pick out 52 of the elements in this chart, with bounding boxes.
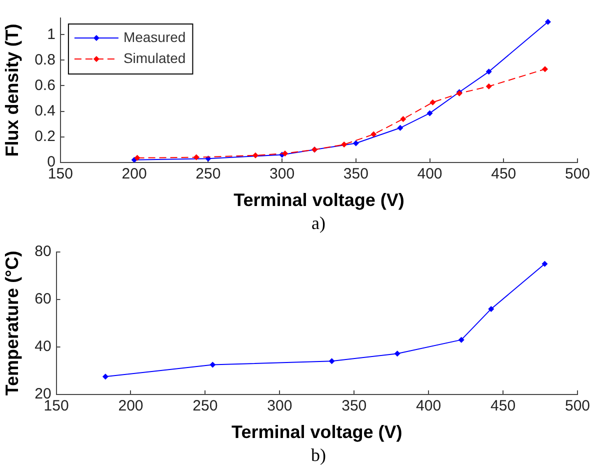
y-tick-label: 40 [34,338,52,356]
point [458,336,464,343]
point [542,66,548,72]
y-tick-label: 0.6 [34,76,56,94]
x-tick-label: 200 [122,166,147,183]
y-tick-label: 0.8 [34,51,56,68]
y-tick-label: 60 [34,290,52,308]
y-tick-label: 1 [47,26,56,43]
point [341,142,348,148]
text: a) [310,212,326,234]
x-tick-label: 300 [270,166,295,183]
x-tick-label: 500 [564,398,590,415]
point [252,152,258,158]
point [352,140,359,146]
x-axis-title: Terminal voltage (V) [234,190,404,210]
point [282,150,288,156]
point [430,99,436,106]
legend-label: Simulated [123,50,186,66]
point [426,110,433,116]
x-tick-label: 250 [192,398,218,415]
point [193,154,200,160]
point [397,124,404,131]
point [400,116,406,122]
point [328,358,335,364]
y-tick-label: 0.2 [34,128,56,145]
y-tick-label: 80 [34,243,52,260]
x-tick-label: 200 [118,398,144,415]
y-axis-title: Flux density (T) [2,24,22,157]
point [486,83,492,90]
y-tick-label: 0.4 [34,102,56,120]
x-tick-label: 500 [564,166,590,183]
point [370,131,377,138]
x-tick-label: 450 [490,398,516,415]
x-tick-label: 250 [196,166,221,183]
x-tick-label: 300 [267,398,292,415]
point [102,374,108,380]
legend-label: Measured [123,28,186,45]
point [488,306,494,312]
x-tick-label: 400 [417,166,442,183]
point [134,154,140,161]
point [486,68,492,75]
point [544,18,551,25]
x-tick-label: 350 [342,398,367,415]
x-tick-label: 400 [416,398,442,415]
x-tick-label: 450 [491,166,516,183]
y-axis-title: Temperature (°C) [2,250,22,396]
x-axis-title: Terminal voltage (V) [232,422,402,442]
x-tick-label: 350 [343,166,368,183]
point [542,260,548,267]
point [394,350,400,357]
point [210,362,216,368]
text: b) [310,444,327,466]
